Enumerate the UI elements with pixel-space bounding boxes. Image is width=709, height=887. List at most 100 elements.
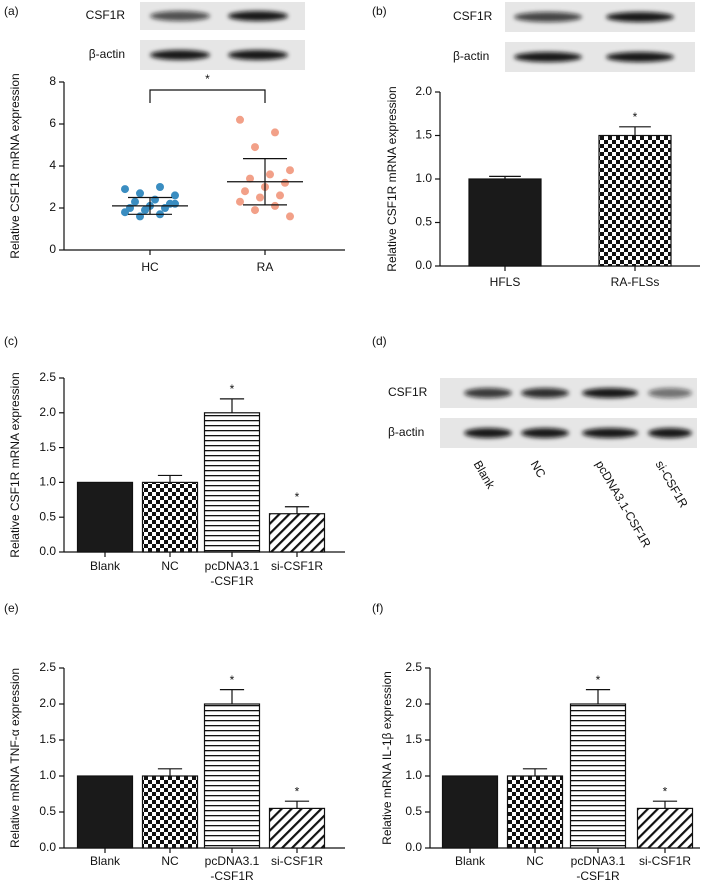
y-tick-label: 1.0 (39, 475, 56, 489)
y-tick-label: 4 (49, 158, 56, 172)
lane-label: NC (528, 458, 549, 480)
bar (203, 703, 261, 849)
data-point (236, 197, 244, 206)
y-tick-label: 0.0 (405, 840, 422, 854)
blot-label: CSF1R (86, 8, 126, 22)
y-tick-label: 0.0 (415, 258, 432, 272)
significance-mark: * (295, 784, 300, 798)
data-point (151, 195, 159, 204)
data-point (251, 143, 259, 152)
blot-band (464, 388, 512, 398)
x-tick-label: HC (141, 260, 159, 274)
blot-label: CSF1R (453, 9, 493, 23)
blot-band (514, 12, 582, 22)
blot-band (464, 428, 512, 438)
bar (441, 775, 499, 849)
x-tick-label: NC (526, 854, 544, 868)
y-axis-label: Relative CSF1R mRNA expression (385, 86, 399, 271)
lane-label: pcDNA3.1-CSF1R (593, 458, 654, 550)
y-tick-label: 0.5 (39, 804, 56, 818)
blot-label: β-actin (453, 49, 489, 63)
data-point (246, 174, 254, 183)
significance-mark: * (230, 673, 235, 687)
y-tick-label: 2.0 (39, 696, 56, 710)
data-point (121, 185, 129, 194)
panel-label: (b) (372, 4, 387, 18)
data-point (256, 193, 264, 202)
bar (141, 775, 199, 849)
bar (598, 134, 672, 267)
bar (569, 703, 627, 849)
y-tick-label: 1.5 (415, 128, 432, 142)
y-tick-label: 1.5 (405, 732, 422, 746)
significance-mark: * (663, 784, 668, 798)
blot-band (648, 388, 692, 398)
x-tick-label: RA (257, 260, 274, 274)
y-tick-label: 2 (49, 200, 56, 214)
x-tick-label: pcDNA3.1 -CSF1R (205, 854, 260, 883)
data-point (236, 115, 244, 124)
data-point (281, 178, 289, 187)
y-tick-label: 2.0 (415, 84, 432, 98)
bar (268, 513, 326, 553)
data-point (276, 191, 284, 200)
blot-band (582, 388, 638, 398)
y-axis-label: Relative mRNA TNF-α expression (8, 668, 22, 848)
significance-mark: * (205, 72, 210, 86)
y-tick-label: 2.5 (39, 370, 56, 384)
x-tick-label: NC (161, 854, 179, 868)
blot-band (521, 388, 569, 398)
blot-band (228, 50, 288, 60)
bar (203, 412, 261, 553)
blot-band (514, 52, 582, 62)
data-point (141, 206, 149, 215)
significance-mark: * (596, 673, 601, 687)
y-tick-label: 0.0 (39, 840, 56, 854)
blot-label: β-actin (89, 47, 125, 61)
y-axis-label: Relative CSF1R mRNA expression (8, 372, 22, 557)
bar (268, 807, 326, 849)
y-tick-label: 0.5 (415, 215, 432, 229)
data-point (241, 187, 249, 196)
lane-label: si-CSF1R (653, 458, 691, 510)
y-tick-label: 0.5 (405, 804, 422, 818)
x-tick-label: pcDNA3.1 -CSF1R (205, 559, 260, 588)
y-tick-label: 2.5 (405, 660, 422, 674)
x-tick-label: pcDNA3.1 -CSF1R (571, 854, 626, 883)
bar (506, 775, 564, 849)
significance-bracket (149, 89, 266, 103)
y-tick-label: 1.5 (39, 440, 56, 454)
blot-band (606, 52, 674, 62)
y-tick-label: 1.0 (405, 768, 422, 782)
data-point (171, 191, 179, 200)
blot-label: β-actin (388, 425, 424, 439)
blot-band (150, 50, 210, 60)
x-tick-label: Blank (455, 854, 486, 868)
x-tick-label: Blank (90, 854, 121, 868)
panel-label: (c) (4, 334, 18, 348)
data-point (271, 128, 279, 137)
blot-band (228, 11, 288, 21)
data-point (286, 166, 294, 175)
x-tick-label: HFLS (490, 275, 521, 289)
bar (636, 807, 694, 849)
y-tick-label: 2.5 (39, 660, 56, 674)
data-point (171, 199, 179, 208)
data-point (251, 206, 259, 215)
blot-band (606, 12, 674, 22)
data-point (136, 212, 144, 221)
lane-label: Blank (471, 458, 499, 492)
x-tick-label: NC (161, 559, 179, 573)
x-tick-label: Blank (90, 559, 121, 573)
x-tick-label: RA-FLSs (611, 275, 660, 289)
bar (76, 481, 134, 553)
data-point (161, 204, 169, 212)
y-axis-label: Relative CSF1R mRNA expression (8, 73, 22, 258)
panel-label: (d) (372, 334, 387, 348)
data-point (156, 183, 164, 191)
data-point (136, 189, 144, 198)
bar (141, 481, 199, 553)
blot-band (150, 11, 210, 21)
data-point (286, 212, 294, 221)
